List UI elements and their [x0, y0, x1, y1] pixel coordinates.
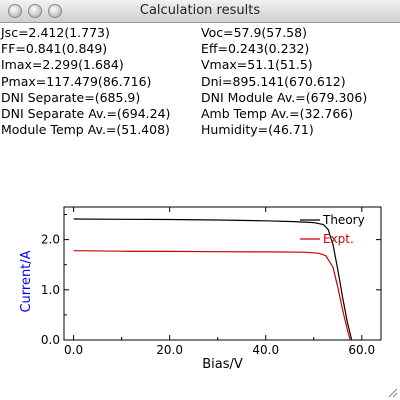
x-tick-label: 40.0 [252, 343, 279, 357]
y-tick-label: 0.0 [41, 333, 60, 347]
y-tick-label: 1.0 [41, 283, 60, 297]
close-button[interactable] [8, 4, 22, 18]
title-bar: Calculation results [0, 0, 400, 23]
stat-voc: Voc=57.9(57.58) [201, 25, 307, 40]
legend-label: Expt. [323, 232, 354, 246]
stat-amb-temp-av: Amb Temp Av.=(32.766) [201, 106, 354, 121]
x-tick-label: 0.0 [64, 343, 83, 357]
stat-dni: Dni=895.141(670.612) [201, 74, 346, 89]
iv-curve-chart: 0.0 20.0 40.0 60.0 0.0 1.0 2.0 Bias/V Current/A T… [19, 206, 382, 372]
stat-imax: Imax=2.299(1.684) [1, 57, 124, 72]
legend-label: Theory [322, 213, 365, 227]
stat-humidity: Humidity=(46.71) [201, 122, 314, 137]
series-line-theory [73, 218, 353, 341]
zoom-button[interactable] [48, 4, 62, 18]
stat-dni-module-av: DNI Module Av.=(679.306) [201, 90, 368, 105]
stat-pmax: Pmax=117.479(86.716) [1, 74, 152, 89]
series-line-expt [73, 250, 351, 341]
stat-eff: Eff=0.243(0.232) [201, 41, 310, 56]
stat-jsc: Jsc=2.412(1.773) [1, 25, 110, 40]
stat-dni-separate-av: DNI Separate Av.=(694.24) [1, 106, 171, 121]
x-tick-label: 20.0 [156, 343, 183, 357]
minimize-button[interactable] [28, 4, 42, 18]
y-axis-label: Current/A [19, 250, 34, 312]
stat-vmax: Vmax=51.1(51.5) [201, 57, 313, 72]
window-title: Calculation results [139, 3, 261, 18]
resize-grip-icon[interactable] [386, 386, 398, 398]
y-tick-label: 2.0 [41, 233, 60, 247]
stat-ff: FF=0.841(0.849) [1, 41, 108, 56]
stat-dni-separate: DNI Separate=(685.9) [1, 90, 141, 105]
stat-module-temp-av: Module Temp Av.=(51.408) [1, 122, 170, 137]
x-tick-label: 60.0 [348, 343, 375, 357]
x-axis-label: Bias/V [202, 357, 243, 372]
